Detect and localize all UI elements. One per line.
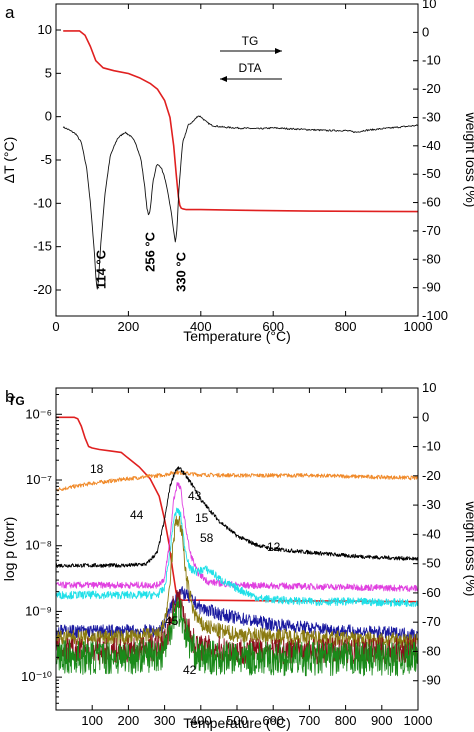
x-tick-label: 200 [118, 713, 140, 728]
x-tick-label: 200 [118, 319, 140, 334]
right-tick-label: -70 [422, 614, 441, 629]
peak-annotation: 114 °C [93, 249, 108, 289]
x-tick-label: 100 [81, 713, 103, 728]
left-tick-label: 10⁻⁸ [25, 538, 52, 553]
series-58-line [55, 515, 419, 649]
left-tick-label: -5 [40, 152, 52, 167]
right-tick-label: 10 [422, 380, 436, 395]
right-tick-label: -50 [422, 166, 441, 181]
x-tick-label: 800 [335, 713, 357, 728]
series-45-label: 45 [165, 614, 179, 628]
series-42-line [55, 597, 419, 677]
right-tick-label: -10 [422, 439, 441, 454]
series-18-line [55, 470, 419, 492]
panel-a-label: a [5, 3, 15, 22]
series-15-label: 15 [195, 511, 209, 525]
x-tick-label: 300 [154, 713, 176, 728]
right-tick-label: -20 [422, 468, 441, 483]
series-15-line [55, 507, 419, 608]
right-tick-label: -100 [422, 308, 448, 323]
x-tick-label: 700 [299, 713, 321, 728]
legend-tg-label: TG [242, 34, 259, 48]
series-58-label: 58 [200, 531, 214, 545]
panel-a-ticks: 0 200 400 600 800 1000-100-90-80-70-60-50-40-… [33, 0, 448, 334]
right-tick-label: -90 [422, 673, 441, 688]
left-tick-label: 10⁻⁷ [26, 472, 52, 487]
peak-annotation: 330 °C [173, 251, 188, 292]
series-43-label: 43 [188, 489, 202, 503]
x-tick-label: 400 [190, 713, 212, 728]
right-tick-label: 10 [422, 0, 436, 11]
right-tick-label: 0 [422, 24, 429, 39]
panel-a-xlabel: Temperature (°C) [183, 328, 291, 344]
panel-b-ylabel-right: weight loss (%) [463, 501, 474, 597]
right-tick-label: -80 [422, 643, 441, 658]
left-tick-label: 10⁻¹⁰ [21, 669, 52, 684]
panel-a-series [62, 30, 419, 290]
series-44-line [55, 466, 419, 568]
series-tg-line [63, 30, 419, 213]
right-tick-label: -20 [422, 81, 441, 96]
x-tick-label: 800 [335, 319, 357, 334]
right-tick-label: -70 [422, 223, 441, 238]
panel-a-ylabel-right: weight loss (%) [463, 112, 474, 208]
panel-a-ylabel-left: ΔT (°C) [1, 137, 17, 184]
right-tick-label: -60 [422, 585, 441, 600]
series-18-label: 18 [90, 462, 104, 476]
x-tick-label: 1000 [404, 319, 433, 334]
left-tick-label: 10⁻⁶ [25, 406, 52, 421]
series-44-label: 44 [130, 508, 144, 522]
right-tick-label: -10 [422, 53, 441, 68]
right-tick-label: -40 [422, 138, 441, 153]
x-tick-label: 1000 [404, 713, 433, 728]
peak-annotation: 256 °C [143, 231, 158, 272]
series-42-label: 42 [183, 663, 197, 677]
x-tick-label: 900 [371, 713, 393, 728]
right-tick-label: -30 [422, 497, 441, 512]
left-tick-label: 10⁻⁹ [25, 603, 52, 618]
series-dta-line [62, 115, 419, 290]
x-tick-label: 600 [262, 713, 284, 728]
left-tick-label: -20 [33, 282, 52, 297]
x-tick-label: 400 [190, 319, 212, 334]
panel-b-label: b [5, 387, 14, 406]
panel-b-ylabel-left: log p (torr) [1, 517, 17, 582]
right-tick-label: 0 [422, 409, 429, 424]
series-43-line [55, 481, 419, 592]
right-tick-label: -90 [422, 280, 441, 295]
right-tick-label: -50 [422, 556, 441, 571]
right-tick-label: -30 [422, 109, 441, 124]
panel-b-series-labels: TG 18 44 43 15 12 58 45 42 [8, 394, 281, 677]
right-tick-label: -40 [422, 526, 441, 541]
x-tick-label: 500 [226, 713, 248, 728]
series-tg-label: TG [8, 394, 25, 408]
left-tick-label: -10 [33, 195, 52, 210]
x-tick-label: 0 [52, 319, 59, 334]
series-tg-line [56, 416, 419, 603]
x-tick-label: 600 [262, 319, 284, 334]
panel-b: b 100 200 300 400 500 600 700 800 900 1000-90-80-… [1, 380, 474, 731]
panel-a-annotations: 114 °C 256 °C 330 °C [93, 231, 188, 292]
legend-dta-label: DTA [238, 61, 261, 75]
panel-b-ticks: 100 200 300 400 500 600 700 800 900 1000-90-80-70… [21, 380, 441, 728]
right-tick-label: -80 [422, 251, 441, 266]
panel-b-xlabel: Temperature (°C) [183, 715, 291, 731]
left-tick-label: 10 [38, 22, 52, 37]
left-tick-label: 0 [45, 109, 52, 124]
left-tick-label: 5 [45, 65, 52, 80]
panel-b-series [55, 416, 419, 677]
panel-a: a 0 200 400 600 800 1000-100-90-80-70-60-50-4… [1, 0, 474, 344]
legend: TG DTA [220, 34, 282, 82]
right-tick-label: -60 [422, 195, 441, 210]
left-tick-label: -15 [33, 239, 52, 254]
series-12-label: 12 [267, 540, 281, 554]
